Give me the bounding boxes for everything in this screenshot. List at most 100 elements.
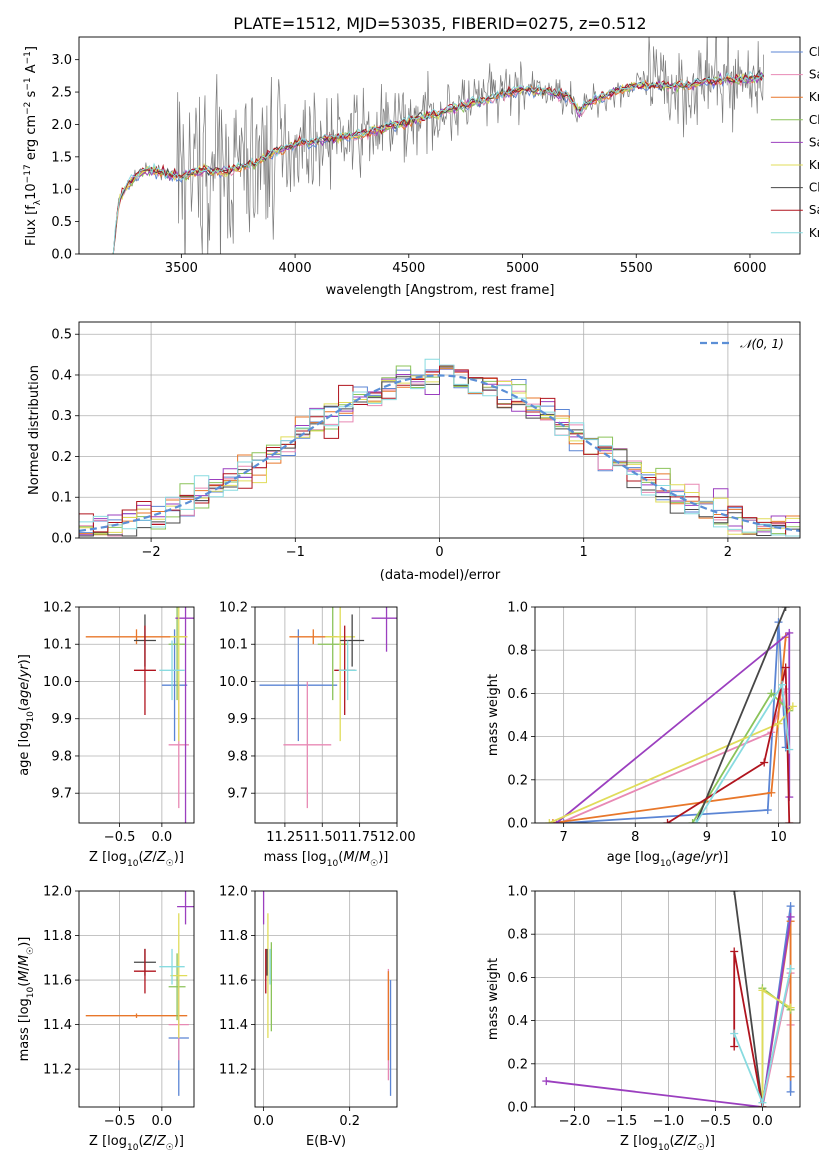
axes-frame: [78, 890, 195, 1108]
y-tick-label: 9.9: [51, 712, 72, 727]
legend-label: Salpeter ELODIE, NSSP=3: [809, 135, 819, 154]
x-axis-label: Z [log10(Z/Z☉)]: [89, 1134, 184, 1153]
x-axis-label-part: 10: [658, 1143, 670, 1153]
y-tick-label: 0.2: [507, 773, 528, 788]
y-tick-label: 10.1: [219, 638, 248, 653]
x-axis-label: wavelength [Angstrom, rest frame]: [326, 283, 555, 298]
legend-label-part: Chabrier STELIB, N: [809, 181, 819, 195]
x-axis-label: (data-model)/error: [380, 568, 501, 583]
y-axis-label-part: A: [24, 64, 39, 77]
x-axis-label-part: (: [671, 850, 676, 865]
y-tick-label: 11.2: [219, 1063, 248, 1078]
x-axis-label-part: Z: [143, 1134, 154, 1149]
y-axis-label-part: ]: [24, 46, 39, 51]
legend-label: Kroupa MILES, NSSP=3: [809, 90, 819, 109]
panel-weight_vs_age: 7 8 9 10 0.0 0.2 0.4 0.6 0.8 1.0: [507, 601, 801, 845]
y-tick-label: 0.6: [507, 971, 528, 986]
y-axis-label-part: )]: [17, 937, 32, 947]
y-axis-label-part: −1: [23, 51, 33, 64]
legend-label: Salpeter STELIB, NSSP=3: [809, 203, 819, 222]
x-axis-label-part: 10: [327, 859, 339, 869]
y-axis-label-part: yr: [17, 663, 32, 679]
y-tick-label: 0.6: [507, 687, 528, 702]
plot-area-mass_vs_ebv: [255, 891, 397, 1107]
y-tick-label: 9.8: [51, 749, 72, 764]
x-tick-label: 6000: [733, 261, 766, 276]
y-axis-label-part: (: [17, 706, 32, 711]
y-tick-label: 11.4: [219, 1018, 248, 1033]
y-axis-label-part: )]: [17, 654, 32, 664]
x-axis-label-part: (: [138, 850, 143, 865]
x-axis-label-part: /: [152, 1134, 157, 1149]
y-tick-label: 11.4: [43, 1018, 72, 1033]
y-axis-label-part: Flux [f: [24, 205, 39, 246]
panel-weight_vs_Z: −2.0 −1.5 −1.0 −0.5 0.0 0.0 0.2 0.4 0.6 0.8 1.0: [507, 885, 801, 1129]
y-tick-label: 10.0: [219, 675, 248, 690]
panel-age_vs_Z: −0.5 0.0 9.7 9.8 9.9 10.0 10.1 10.2: [43, 601, 195, 845]
x-tick-label: 12.00: [378, 830, 415, 845]
x-tick-label: 4500: [392, 261, 425, 276]
y-tick-label: 0.2: [51, 450, 72, 465]
figure-title: PLATE=1512, MJD=53035, FIBERID=0275, z=0…: [233, 14, 646, 33]
y-tick-label: 2.5: [51, 86, 72, 101]
x-axis-label-part: (: [669, 1134, 674, 1149]
series-line: [563, 622, 787, 823]
x-tick-label: 7: [560, 830, 568, 845]
x-axis-label-part: M: [359, 850, 370, 865]
x-axis-label-part: ☉: [166, 1143, 174, 1153]
x-tick-label: 0.0: [152, 830, 173, 845]
series-line: [695, 607, 787, 823]
y-tick-label: 0.1: [51, 491, 72, 506]
x-tick-label: −2: [142, 545, 161, 560]
y-axis-label-part: 10: [24, 183, 39, 200]
axes-frame: [534, 890, 801, 1108]
model-spectrum-line: [112, 71, 765, 254]
y-axis-label-part: erg cm: [24, 115, 39, 164]
x-axis-label-part: Z: [156, 850, 167, 865]
y-axis-label-part: ☉: [26, 947, 36, 955]
panel-mass_vs_ebv: 0.0 0.2 11.2 11.4 11.6 11.8 12.0: [219, 885, 398, 1129]
y-tick-label: 11.8: [219, 929, 248, 944]
axes-frame: [78, 321, 801, 539]
legend-label: Kroupa ELODIE, NSSP=3: [809, 158, 819, 177]
panel-spectrum: 3500 4000 4500 5000 5500 6000 0.0 0.5 1.0 1.5 2.0 2…: [51, 36, 801, 276]
y-axis-label-part: /: [17, 677, 32, 682]
x-axis-label-part: /: [355, 850, 360, 865]
y-tick-label: 0.4: [507, 730, 528, 745]
x-tick-label: 0.0: [253, 1114, 274, 1129]
x-tick-label: 11.50: [304, 830, 341, 845]
x-tick-label: 0.0: [152, 1114, 173, 1129]
y-tick-label: 9.8: [227, 749, 248, 764]
y-tick-label: 0.0: [51, 248, 72, 263]
x-axis-label-part: M: [343, 850, 354, 865]
y-tick-label: 9.7: [51, 787, 72, 802]
plot-area-weight_vs_Z: [535, 891, 800, 1107]
x-axis-label-part: ☉: [166, 859, 174, 869]
x-axis-label-part: /: [152, 850, 157, 865]
y-axis-label-part: −2: [23, 102, 33, 115]
x-axis-label-part: Z [log: [89, 1134, 127, 1149]
x-tick-label: 5000: [506, 261, 539, 276]
y-tick-label: 11.6: [219, 974, 248, 989]
x-axis-label-part: Z: [687, 1134, 698, 1149]
y-tick-label: 9.7: [227, 787, 248, 802]
x-tick-label: 11.25: [266, 830, 303, 845]
model-spectrum-line: [112, 73, 764, 254]
y-tick-label: 1.0: [51, 183, 72, 198]
axes-frame: [254, 606, 398, 824]
y-tick-label: 0.0: [507, 1101, 528, 1116]
y-axis-label-part: −1: [23, 77, 33, 90]
y-axis-label-part: 10: [26, 986, 36, 998]
y-axis-label-part: age [log: [17, 723, 32, 776]
x-tick-label: −0.5: [104, 830, 136, 845]
series-line: [733, 891, 764, 1107]
x-axis-label-part: ☉: [370, 859, 378, 869]
panel-age_vs_mass: 11.25 11.50 11.75 12.00 9.7 9.8 9.9 10.0 10.1 10.…: [219, 601, 416, 846]
x-axis-label-part: age: [676, 850, 700, 865]
y-tick-label: 0.2: [507, 1057, 528, 1072]
y-tick-label: 3.0: [51, 53, 72, 68]
plot-area-age_vs_mass: [255, 607, 397, 823]
y-axis-label: Flux [fλ10−17 erg cm−2 s−1 A−1]: [23, 46, 43, 246]
y-tick-label: 11.6: [43, 974, 72, 989]
legend-label-part: Salpeter MILES, N: [809, 68, 819, 82]
